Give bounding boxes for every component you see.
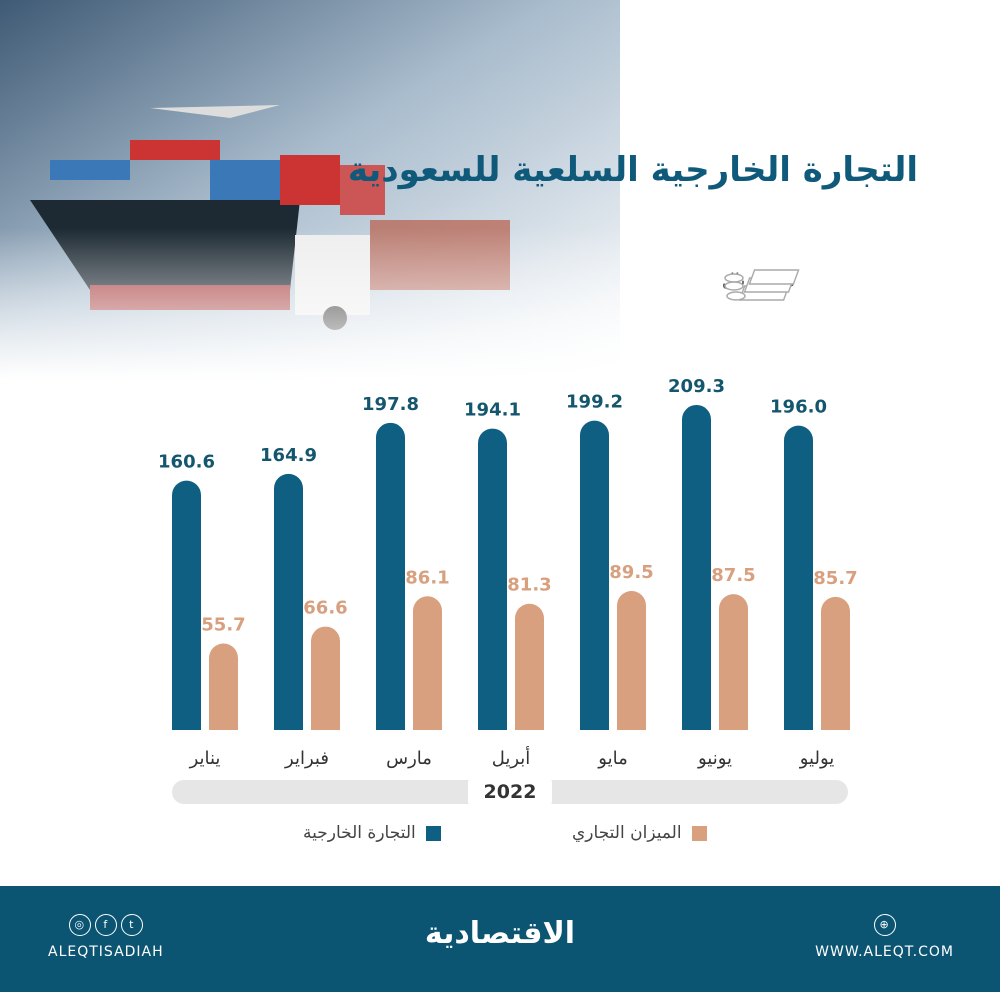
- bar-foreign-trade: [376, 422, 405, 730]
- x-tick-label: مايو: [597, 748, 627, 769]
- bar-trade-balance: [209, 643, 238, 730]
- data-label: 87.5: [711, 565, 755, 586]
- legend-label: التجارة الخارجية: [303, 823, 416, 843]
- legend-swatch: [425, 825, 441, 841]
- social-handle[interactable]: ALEQTISADIAH: [48, 944, 164, 960]
- website-block: ⊕ WWW.ALEQT.COM: [815, 914, 954, 960]
- data-label: 160.6: [158, 452, 215, 473]
- bar-trade-balance: [311, 626, 340, 730]
- bar-chart: 160.6 55.7 يناير 164.9 66.6 فبراير 197.8 86.1 ما…: [158, 376, 858, 769]
- bar-trade-balance: [413, 596, 442, 730]
- bar-foreign-trade: [172, 480, 201, 730]
- social-block: ◎ f t ALEQTISADIAH: [48, 914, 164, 960]
- legend-label: الميزان التجاري: [572, 823, 682, 843]
- bar-foreign-trade: [784, 425, 813, 730]
- legend-item-foreign-trade: التجارة الخارجية: [303, 823, 441, 843]
- data-label: 164.9: [260, 445, 317, 466]
- data-label: 194.1: [464, 400, 521, 421]
- bar-trade-balance: [617, 591, 646, 730]
- x-tick-label: يوليو: [799, 748, 835, 769]
- hero-image-ship-plane-truck: [0, 0, 620, 380]
- instagram-icon[interactable]: ◎: [68, 914, 91, 936]
- data-label: 89.5: [609, 562, 653, 583]
- data-label: 66.6: [303, 598, 347, 619]
- data-label: 81.3: [507, 575, 551, 596]
- bar-foreign-trade: [682, 404, 711, 730]
- globe-icon[interactable]: ⊕: [873, 914, 896, 936]
- bar-foreign-trade: [478, 428, 507, 730]
- legend-swatch: [691, 825, 707, 841]
- facebook-icon[interactable]: f: [94, 914, 117, 936]
- bar-trade-balance: [719, 594, 748, 730]
- bar-trade-balance: [821, 596, 850, 730]
- bar-trade-balance: [515, 603, 544, 730]
- x-tick-label: مارس: [386, 748, 432, 769]
- x-tick-label: يناير: [189, 748, 221, 769]
- x-tick-label: أبريل: [492, 746, 531, 769]
- chart-title: التجارة الخارجية السلعية للسعودية: [347, 150, 918, 190]
- data-label: 86.1: [405, 567, 449, 588]
- data-label: 196.0: [770, 397, 827, 418]
- footer: ◎ f t ALEQTISADIAH الاقتصادية ⊕ WWW.ALEQT.…: [0, 886, 1000, 992]
- year-label: 2022: [468, 777, 552, 807]
- data-label: 209.3: [668, 376, 725, 397]
- logo: الاقتصادية: [424, 916, 576, 951]
- money-coins-icon: [724, 269, 800, 301]
- x-tick-label: فبراير: [284, 748, 329, 769]
- bar-foreign-trade: [580, 420, 609, 730]
- x-tick-label: يونيو: [697, 748, 732, 769]
- data-label: 85.7: [813, 568, 857, 589]
- website-link[interactable]: WWW.ALEQT.COM: [815, 944, 954, 960]
- bar-foreign-trade: [274, 473, 303, 730]
- data-label: 55.7: [201, 614, 245, 635]
- legend-item-trade-balance: الميزان التجاري: [572, 823, 707, 843]
- data-label: 199.2: [566, 392, 623, 413]
- twitter-icon[interactable]: t: [120, 914, 143, 936]
- data-label: 197.8: [362, 394, 419, 415]
